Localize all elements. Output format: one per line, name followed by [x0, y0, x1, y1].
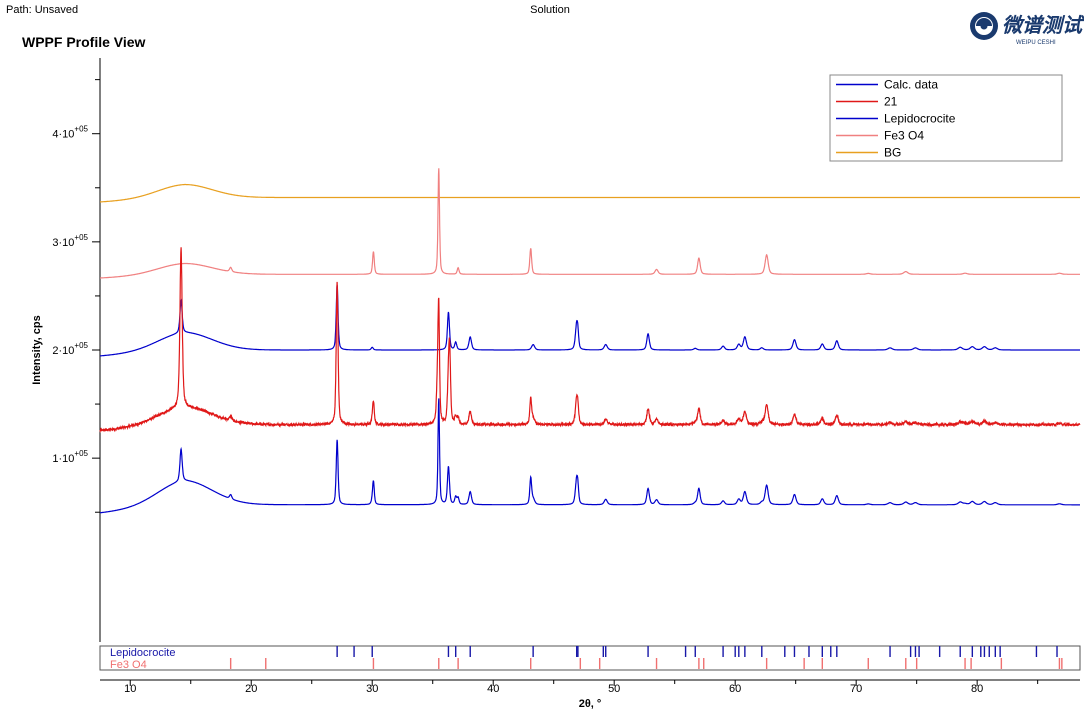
- x-tick-label: 30: [366, 683, 378, 695]
- legend-label: Fe3 O4: [884, 129, 924, 143]
- legend-label: 21: [884, 95, 898, 109]
- series-line-21: [99, 247, 1081, 434]
- x-tick-label: 70: [850, 683, 862, 695]
- x-tick-label: 40: [487, 683, 499, 695]
- series-line-bg: [100, 183, 1080, 203]
- svg-text:微谱测试: 微谱测试: [1002, 13, 1084, 37]
- phase-marker-label: Fe3 O4: [110, 659, 147, 671]
- legend-label: Lepidocrocite: [884, 112, 956, 126]
- y-tick-label: 4·10+05: [52, 125, 88, 141]
- series-line-calc-data: [99, 398, 1080, 514]
- svg-text:WEIPU CESHI: WEIPU CESHI: [1016, 40, 1056, 46]
- legend-label: BG: [884, 146, 901, 160]
- series-line-fe3-o4: [100, 168, 1080, 279]
- phase-marker-panel: [99, 645, 1081, 671]
- y-tick-label: 3·10+05: [52, 233, 88, 249]
- x-tick-label: 20: [245, 683, 257, 695]
- y-tick-label: 2·10+05: [52, 341, 88, 357]
- solution-label: Solution: [530, 4, 570, 16]
- series-line-lepidocrocite: [100, 285, 1080, 357]
- x-tick-label: 60: [729, 683, 741, 695]
- company-logo: 微谱测试 WEIPU CESHI: [966, 6, 1085, 51]
- legend-label: Calc. data: [884, 78, 938, 92]
- x-axis-title: 2θ, °: [579, 698, 602, 710]
- legend-box: [829, 74, 1063, 162]
- phase-marker-label: Lepidocrocite: [110, 647, 175, 659]
- page-title: WPPF Profile View: [22, 34, 146, 50]
- path-label: Path: Unsaved: [6, 4, 79, 16]
- y-tick-label: 1·10+05: [52, 449, 88, 465]
- y-axis-title: Intensity, cps: [31, 315, 43, 384]
- x-tick-label: 80: [971, 683, 983, 695]
- x-tick-label: 10: [124, 683, 136, 695]
- x-tick-label: 50: [608, 683, 620, 695]
